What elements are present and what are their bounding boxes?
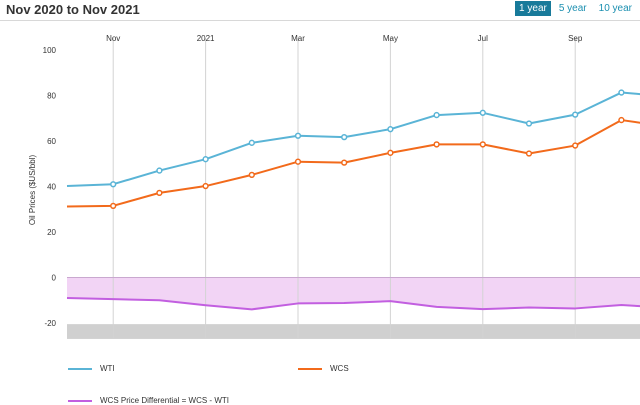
page-title: Nov 2020 to Nov 2021	[6, 2, 140, 17]
data-point-wcs	[156, 189, 163, 197]
legend-label-wti: WTI	[100, 364, 115, 373]
data-point-wcs	[110, 202, 117, 209]
data-point-wti	[525, 120, 533, 127]
bottom-band	[67, 324, 640, 339]
x-tick-label: Mar	[291, 34, 305, 43]
x-tick-label: 2021	[197, 34, 215, 43]
legend-swatch-wti	[68, 367, 92, 370]
legend-swatch-wcs	[298, 367, 322, 370]
data-point-wti	[433, 111, 440, 119]
data-point-wcs	[433, 141, 440, 148]
data-point-wti	[572, 111, 579, 118]
legend-label-wcs: WCS	[330, 364, 349, 373]
y-tick-label: -20	[44, 319, 56, 328]
data-point-wcs	[202, 182, 209, 190]
x-tick-label: Jul	[478, 34, 488, 43]
differential-area	[67, 277, 640, 310]
data-point-wcs	[479, 141, 486, 148]
y-tick-label: 60	[47, 137, 56, 146]
data-point-wti	[248, 139, 255, 146]
data-point-wti	[294, 132, 302, 139]
data-point-wti	[156, 167, 163, 174]
tab-10-year[interactable]: 10 year	[598, 3, 632, 14]
data-point-wti	[341, 133, 348, 141]
series-line-wti	[66, 91, 640, 188]
y-tick-label: 0	[52, 274, 57, 283]
x-tick-label: Nov	[106, 34, 120, 43]
y-tick-label: 40	[47, 183, 56, 192]
y-axis-title: Oil Prices ($US/bbl)	[28, 155, 37, 226]
data-point-wcs	[618, 116, 625, 124]
data-point-wcs	[341, 159, 348, 166]
series-line-wcs	[66, 119, 640, 208]
header-divider	[0, 20, 640, 21]
tab-1-year[interactable]: 1 year	[515, 1, 551, 16]
data-point-wti	[387, 126, 394, 133]
data-point-wti	[202, 156, 209, 163]
legend-item-differential[interactable]: WCS Price Differential = WCS - WTI	[68, 396, 229, 405]
data-point-wcs	[294, 158, 302, 165]
legend-item-wti[interactable]: WTI	[68, 364, 115, 373]
tab-5-year[interactable]: 5 year	[558, 3, 587, 14]
y-tick-label: 80	[47, 92, 56, 101]
range-tabs: 1 year 5 year 10 year	[515, 1, 636, 16]
data-point-wcs	[572, 142, 579, 149]
series-line-differential	[66, 296, 640, 311]
data-point-wcs	[525, 150, 533, 157]
x-tick-label: May	[383, 34, 398, 43]
y-tick-label: 20	[47, 228, 56, 237]
legend-swatch-differential	[68, 399, 92, 402]
legend-label-differential: WCS Price Differential = WCS - WTI	[100, 396, 229, 405]
data-point-wti	[110, 181, 117, 188]
legend: WTI WCS WCS Price Differential = WCS - W…	[0, 356, 640, 405]
oil-price-chart: Nov 2021 Mar May Jul Sep 100 80 60 40 20 0 -20 Oil P…	[28, 34, 640, 339]
x-tick-label: Sep	[568, 34, 583, 43]
data-point-wcs	[248, 171, 255, 179]
data-point-wcs	[387, 149, 394, 156]
y-tick-label: 100	[43, 46, 57, 55]
legend-item-wcs[interactable]: WCS	[298, 364, 349, 373]
data-point-wti	[479, 109, 486, 116]
data-point-wti	[618, 89, 625, 96]
